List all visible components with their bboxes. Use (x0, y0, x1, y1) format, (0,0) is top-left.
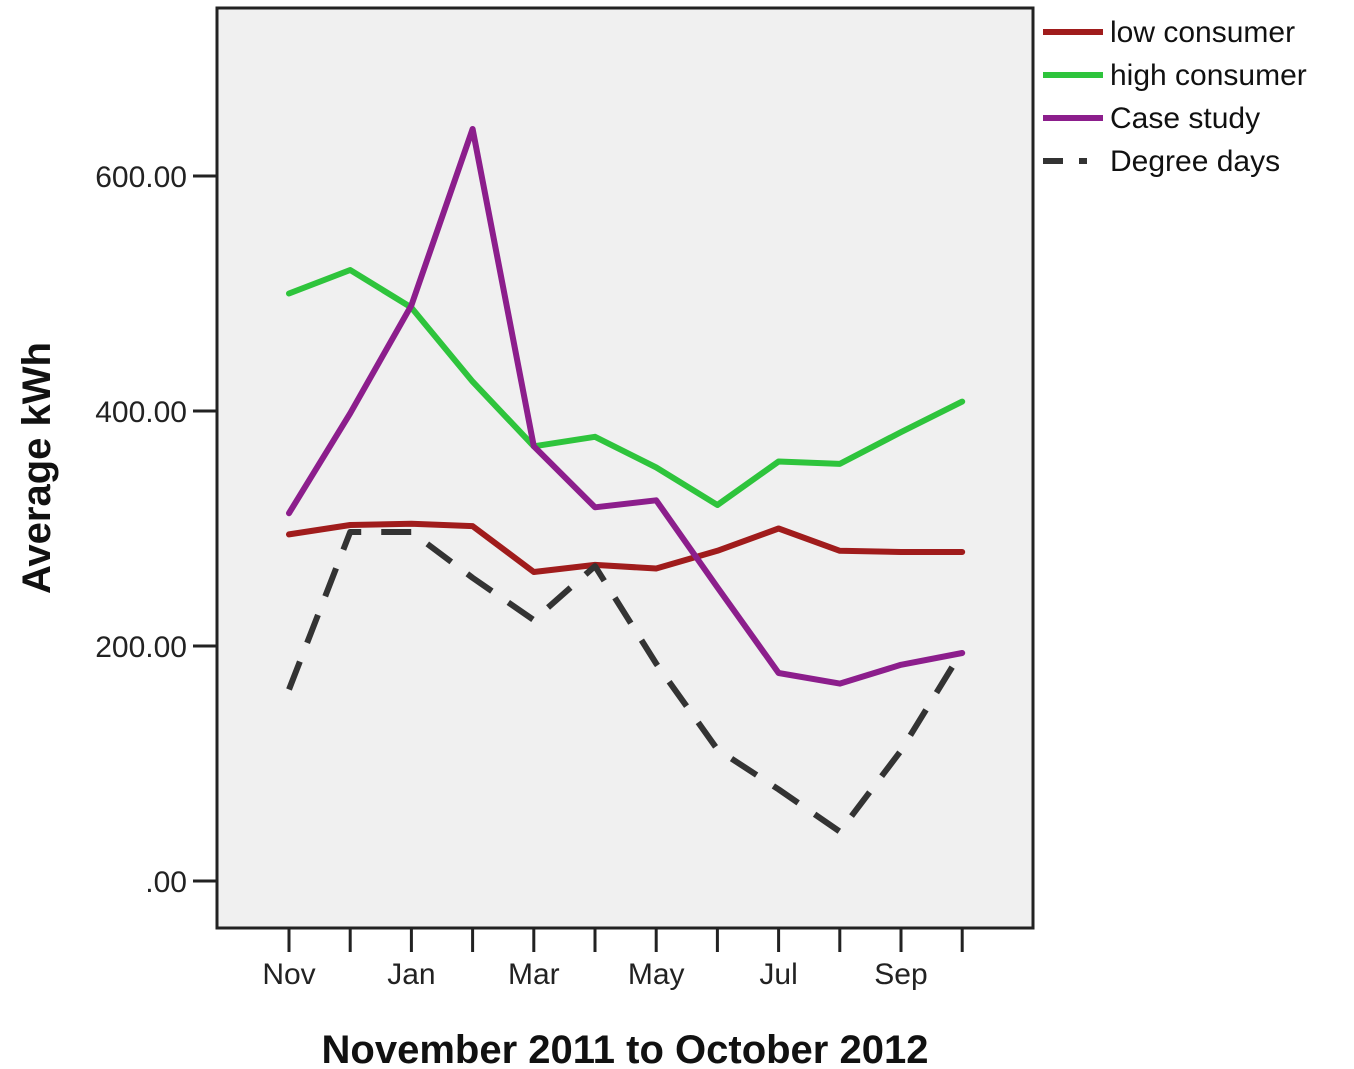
x-tick-label: Jul (759, 958, 797, 991)
y-axis-title: Average kWh (15, 342, 59, 594)
y-axis: .00 200.00 400.00 600.00 (95, 161, 217, 899)
y-tick-label: 400.00 (95, 396, 187, 429)
legend: low consumer high consumer Case study Degre… (1043, 16, 1307, 178)
legend-label: high consumer (1110, 59, 1307, 92)
x-tick-label: Nov (262, 958, 315, 991)
y-tick-label: .00 (145, 866, 187, 899)
y-tick-label: 600.00 (95, 161, 187, 194)
series-line-high-consumer (286, 267, 966, 508)
x-tick-label: Mar (508, 958, 560, 991)
x-tick-label: May (628, 958, 685, 991)
legend-label: low consumer (1110, 16, 1295, 49)
x-tick-label: Jan (387, 958, 435, 991)
series-line-low-consumer (286, 520, 966, 575)
series-line-degree-days (286, 529, 965, 835)
series-lines (286, 126, 966, 835)
x-axis-title: November 2011 to October 2012 (322, 1028, 929, 1069)
series-line-case-study (286, 126, 966, 687)
y-tick-label: 200.00 (95, 631, 187, 664)
legend-label: Degree days (1110, 145, 1280, 178)
legend-label: Case study (1110, 102, 1260, 135)
x-axis: Nov Jan Mar May Jul Sep (262, 928, 964, 991)
plot-area (215, 6, 1035, 930)
x-tick-label: Sep (874, 958, 927, 991)
